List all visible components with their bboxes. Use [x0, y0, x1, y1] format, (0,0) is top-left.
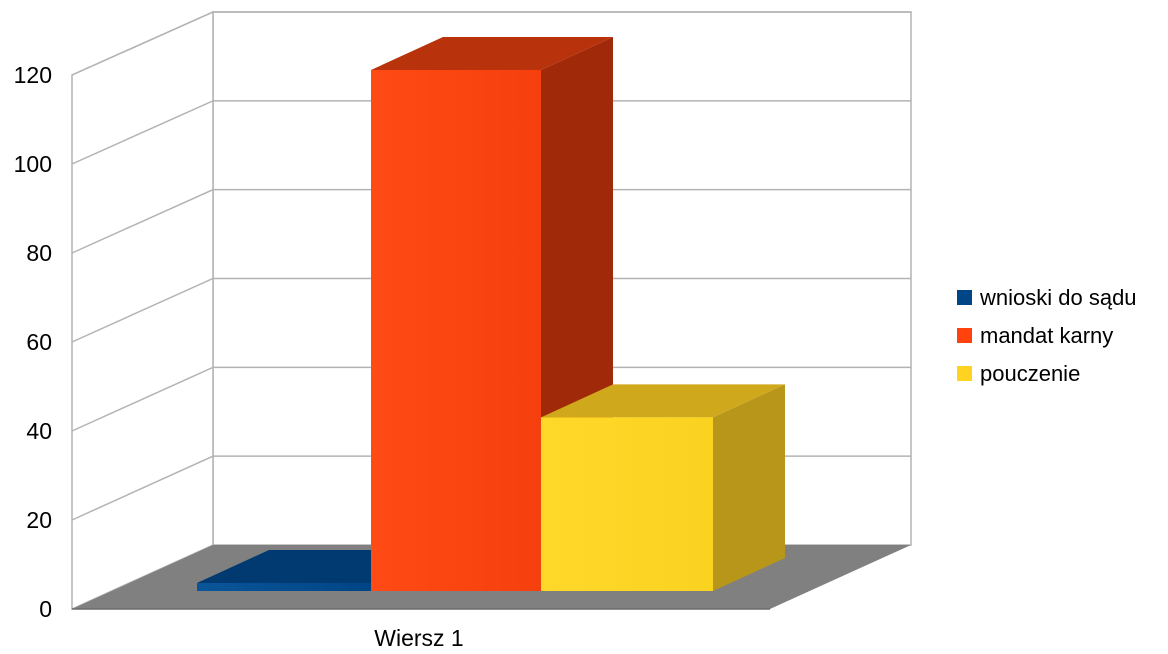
y-tick-label: 120 [14, 62, 52, 88]
gridline [71, 277, 911, 343]
bar-front-2 [541, 417, 713, 591]
legend: wnioski do sądu mandat karny pouczenie [957, 285, 1137, 386]
y-tick-label: 0 [39, 596, 52, 622]
y-axis-ticks: 0 20 40 60 80 100 120 [14, 62, 52, 622]
legend-swatch-mandat [957, 328, 972, 343]
gridline [71, 11, 911, 76]
legend-swatch-pouczenie [957, 366, 972, 381]
legend-swatch-wnioski [957, 290, 972, 305]
legend-label-wnioski: wnioski do sądu [979, 285, 1137, 310]
y-tick-label: 20 [26, 507, 52, 533]
y-tick-label: 100 [14, 151, 52, 177]
y-tick-label: 80 [26, 240, 52, 266]
bar-top-2 [541, 384, 785, 418]
bars [197, 37, 785, 591]
y-tick-label: 60 [26, 329, 52, 355]
legend-label-pouczenie: pouczenie [980, 361, 1080, 386]
bar-side-2 [713, 384, 785, 591]
bar-front-1 [371, 70, 541, 591]
y-tick-label: 40 [26, 418, 52, 444]
gridline [71, 188, 911, 254]
gridline [71, 100, 911, 165]
gridline [71, 366, 911, 432]
bar-top-1 [371, 37, 613, 70]
bar-front-0 [197, 583, 371, 591]
legend-label-mandat: mandat karny [980, 323, 1113, 348]
x-category-label: Wiersz 1 [374, 625, 463, 651]
